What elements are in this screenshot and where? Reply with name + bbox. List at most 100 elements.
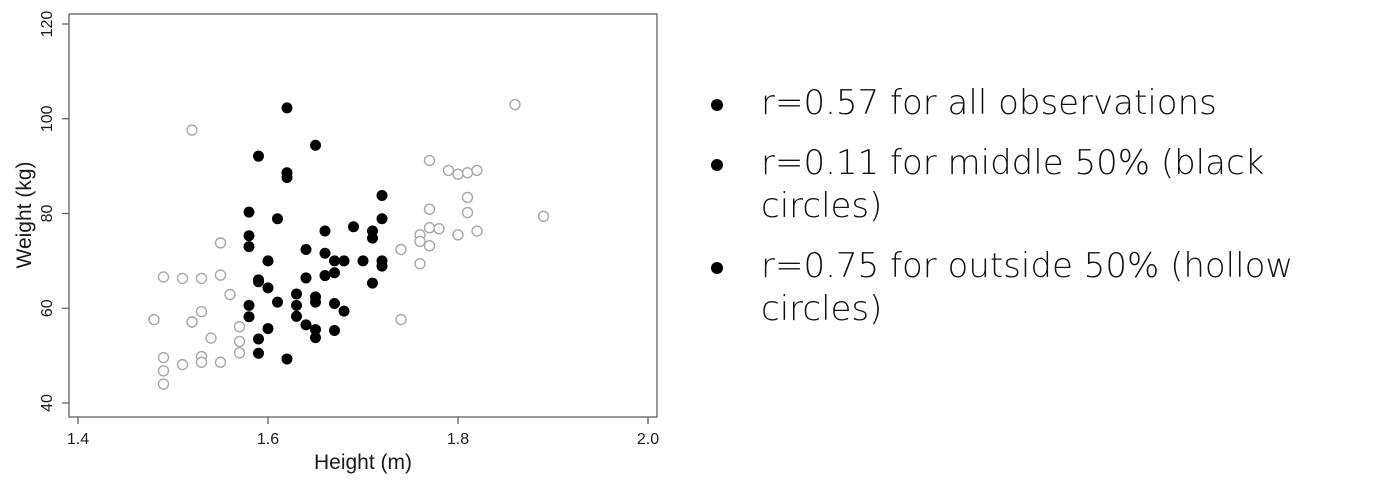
data-point-filled [338,305,350,317]
y-axis: 40 60 80 100 120 [39,11,69,412]
bullet-list: r=0.57 for all observations r=0.11 for m… [705,82,1365,348]
y-axis-label: Weight (kg) [13,162,36,269]
x-tick-label: 2.0 [637,431,659,448]
y-tick-label: 40 [39,394,56,412]
data-point-hollow [186,316,198,328]
bullet-item-middle: r=0.11 for middle 50% (black circles) [705,142,1365,228]
bullet-text: r=0.11 for middle 50% (black circles) [761,143,1265,226]
data-point-filled [262,255,274,267]
data-point-filled [376,189,388,201]
data-point-filled [272,296,283,308]
data-point-hollow [214,356,227,368]
bullet-text: r=0.75 for outside 50% (hollow circles) [761,246,1294,329]
data-point-filled [243,241,255,253]
data-point-hollow [452,168,464,180]
data-point-hollow [186,124,198,136]
bullet-text: r=0.57 for all observations [761,83,1217,123]
data-point-hollow [157,378,170,390]
data-point-hollow [195,356,208,368]
data-point-hollow [233,321,246,333]
data-point-filled [262,282,274,294]
data-point-hollow [214,269,227,281]
data-point-hollow [157,365,170,377]
data-point-hollow [423,222,436,234]
data-point-filled [338,255,350,267]
data-point-hollow [148,313,160,326]
data-point-hollow [224,288,236,301]
data-point-hollow [157,351,170,364]
data-point-filled [329,255,340,267]
data-point-hollow [509,98,521,111]
data-point-filled [291,299,302,311]
bullet-dot-icon [711,159,723,171]
y-tick-label: 100 [39,105,56,132]
x-tick-label: 1.4 [67,431,89,448]
data-point-filled [291,310,302,322]
data-point-filled [253,276,264,288]
data-point-filled [253,150,264,162]
x-tick-label: 1.8 [447,431,469,448]
data-point-filled [243,311,255,323]
data-point-filled [357,255,369,267]
data-point-hollow [423,240,436,252]
data-point-filled [319,225,331,237]
data-point-filled [310,332,321,344]
data-point-hollow [214,237,227,249]
data-point-hollow [176,358,189,371]
data-point-hollow [471,164,483,177]
data-point-filled [310,139,321,151]
y-tick-label: 120 [39,11,56,38]
data-point-filled [281,171,293,183]
data-point-hollow [195,305,208,318]
data-point-hollow [395,243,407,256]
data-point-filled [243,299,255,311]
x-axis: 1.4 1.6 1.8 2.0 [67,417,659,448]
data-point-hollow [233,335,246,348]
data-point-filled [376,213,388,225]
data-point-filled [272,213,283,225]
data-point-hollow [157,271,170,283]
data-point-hollow [461,191,474,204]
data-point-hollow [205,332,217,344]
bullet-item-outside: r=0.75 for outside 50% (hollow circles) [705,245,1365,331]
data-point-filled [281,102,293,114]
data-point-filled [253,347,264,359]
data-point-filled [329,267,340,279]
data-point-filled [291,288,302,300]
data-point-filled [281,353,293,365]
data-point-filled [376,260,388,272]
data-point-filled [329,298,340,310]
data-points [148,98,550,390]
data-point-hollow [461,167,474,179]
bullet-item-all: r=0.57 for all observations [705,82,1365,125]
data-point-hollow [461,206,474,219]
plot-frame [68,13,658,418]
bullet-dot-icon [711,262,723,274]
data-point-filled [348,221,359,233]
data-point-hollow [433,222,445,235]
data-point-hollow [471,225,483,237]
data-point-hollow [423,154,436,167]
data-point-filled [367,232,378,244]
data-point-filled [300,244,312,256]
data-point-hollow [414,235,426,248]
data-point-filled [367,277,378,289]
data-point-hollow [423,203,436,215]
data-point-filled [319,270,331,282]
y-tick-label: 80 [39,205,56,223]
data-point-hollow [233,347,246,359]
data-point-filled [243,230,255,242]
y-tick-label: 60 [39,299,56,317]
data-point-hollow [195,272,208,285]
scatter-plot: 1.4 1.6 1.8 2.0 40 60 80 100 120 Height (m) Wei… [13,11,659,474]
data-point-filled [329,325,340,337]
x-axis-label: Height (m) [314,451,412,474]
data-point-filled [300,319,312,331]
data-point-hollow [452,229,464,241]
x-tick-label: 1.6 [257,431,279,448]
data-point-hollow [537,210,550,223]
data-point-hollow [414,258,426,270]
data-point-filled [310,296,321,308]
data-point-hollow [442,164,455,177]
data-point-filled [300,272,312,284]
